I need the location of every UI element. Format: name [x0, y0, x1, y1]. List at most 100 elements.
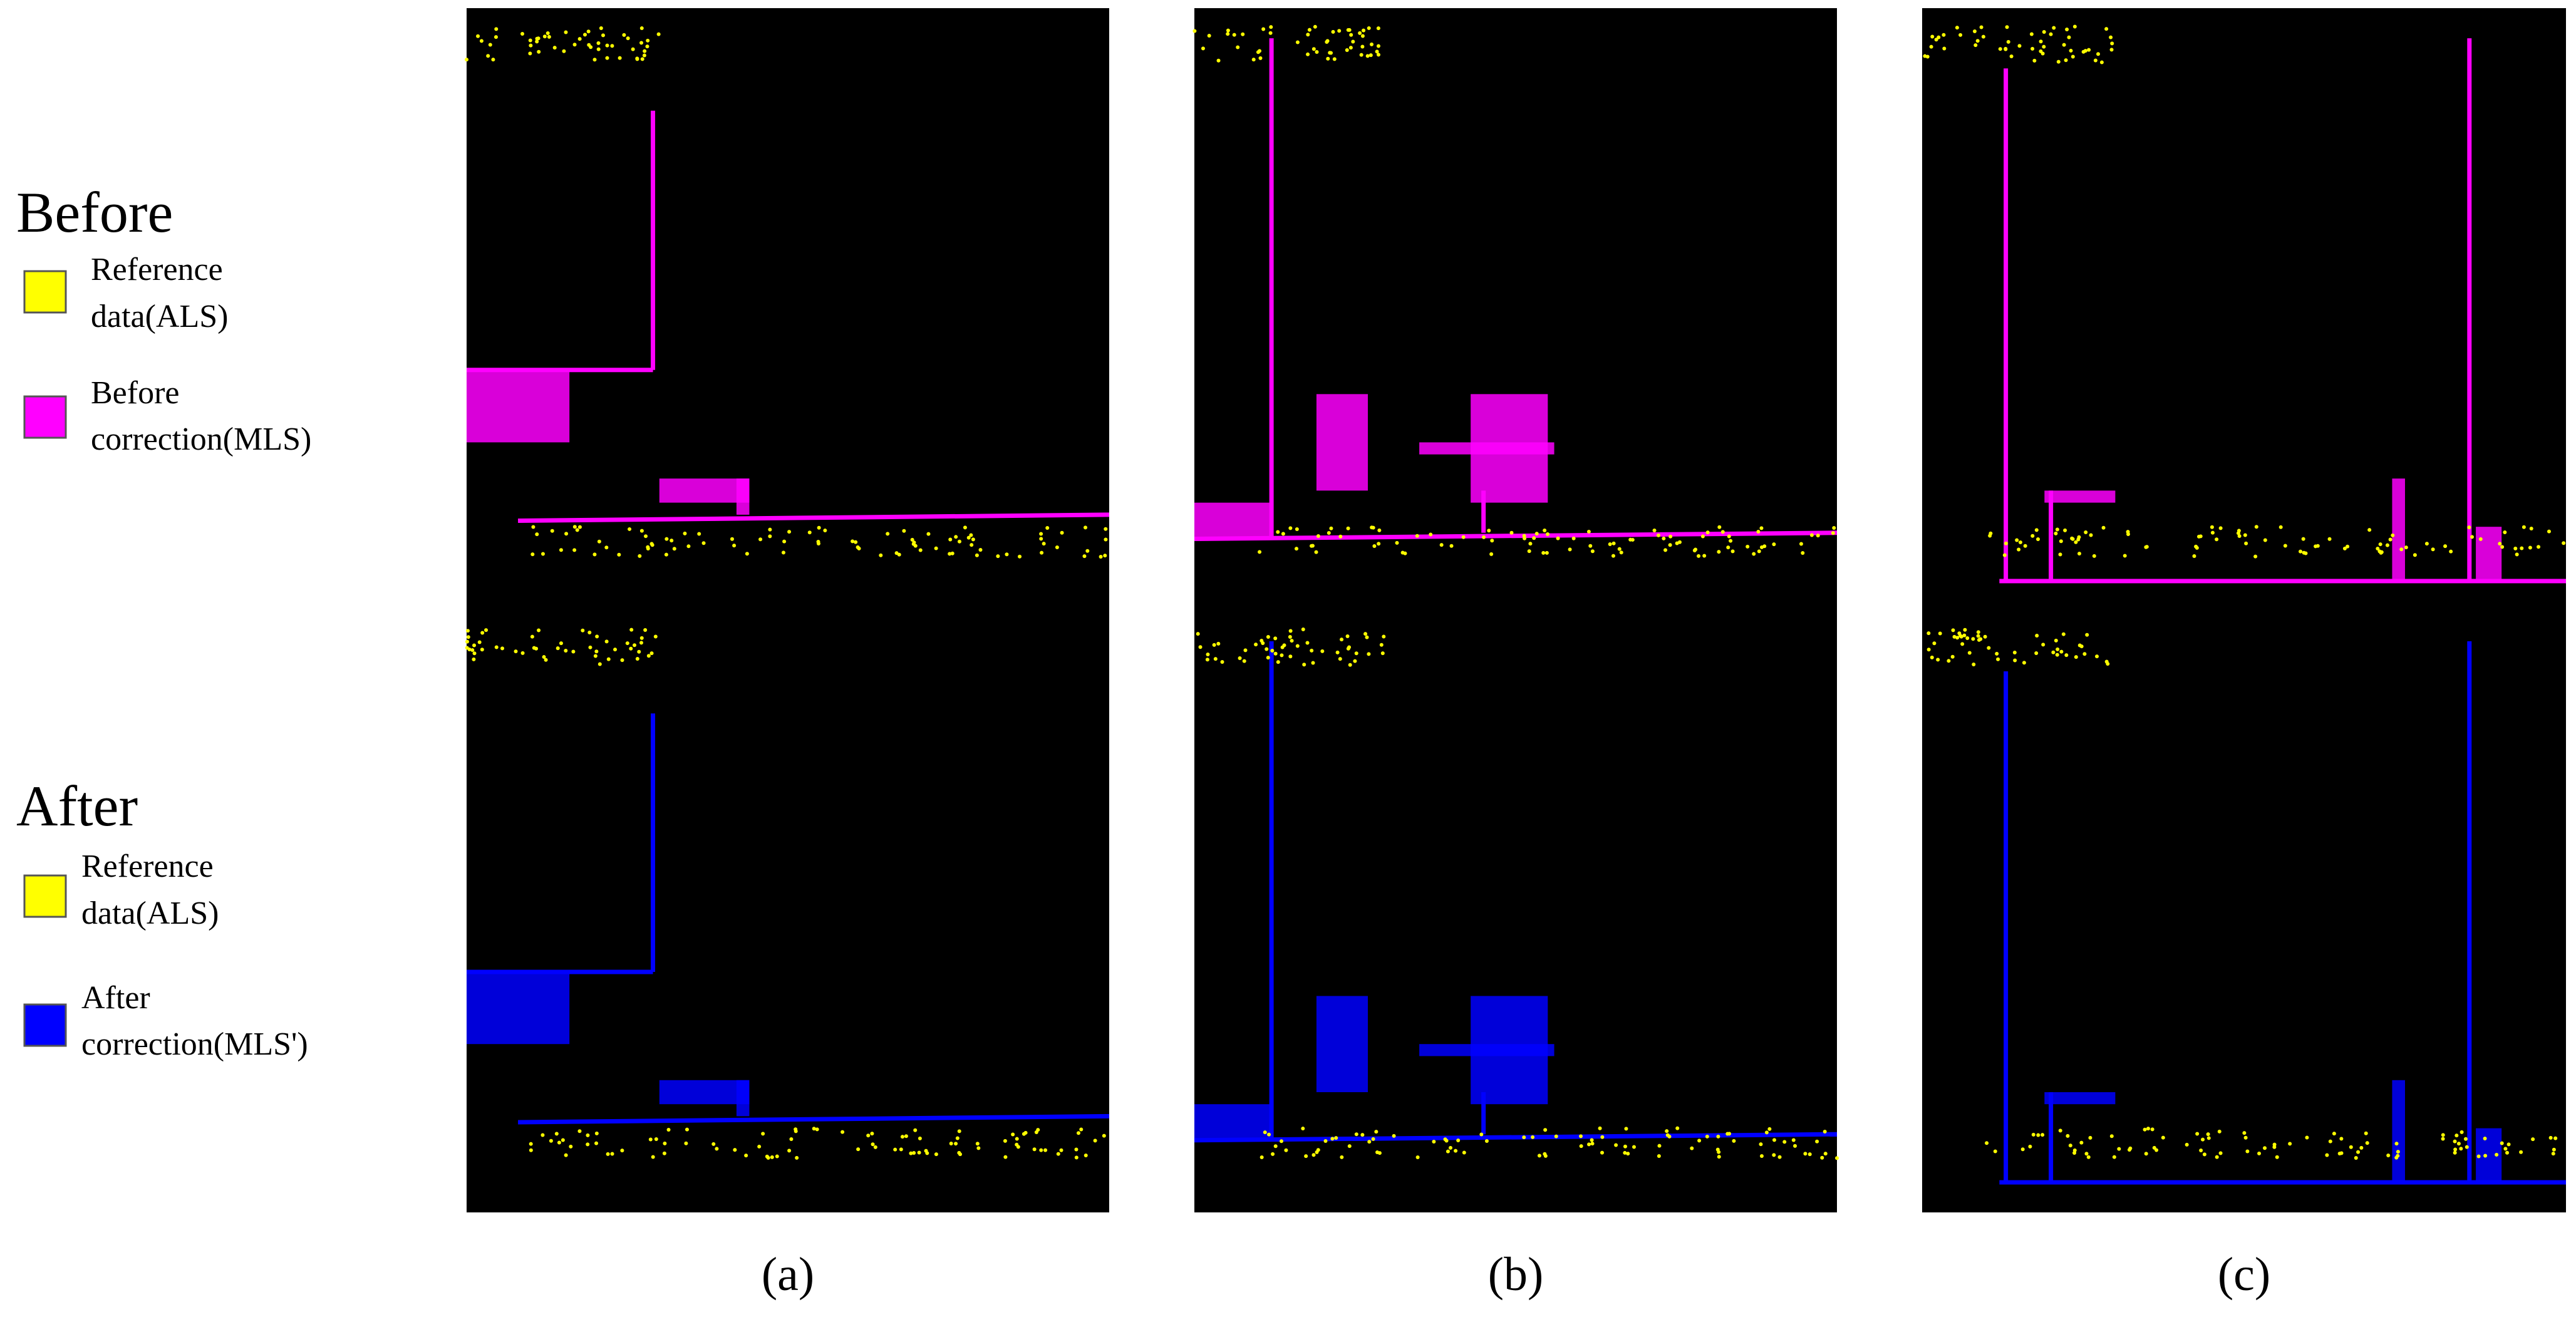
reference-point — [1590, 1138, 1594, 1142]
reference-point — [2254, 525, 2258, 529]
reference-point — [1981, 34, 1985, 39]
reference-point — [1367, 1140, 1372, 1144]
reference-point — [620, 1149, 624, 1153]
reference-point — [1809, 533, 1814, 537]
reference-point — [2034, 528, 2039, 532]
reference-point — [1032, 1147, 1037, 1152]
reference-point — [2467, 525, 2471, 530]
structure — [1419, 442, 1554, 455]
reference-point — [2498, 542, 2502, 546]
reference-point — [1705, 1134, 1709, 1139]
reference-point — [2551, 1152, 2555, 1156]
reference-point — [1334, 1136, 1338, 1140]
reference-point — [1261, 641, 1265, 645]
reference-point — [1311, 1153, 1316, 1157]
reference-point — [635, 656, 639, 661]
reference-point — [1034, 1130, 1038, 1134]
reference-point — [2386, 1153, 2391, 1157]
reference-point — [520, 651, 525, 655]
reference-point — [2088, 1135, 2092, 1140]
reference-point — [1590, 549, 1595, 554]
panel-label: (b) — [1488, 1248, 1544, 1301]
reference-point — [1043, 1148, 1048, 1152]
reference-point — [2029, 32, 2034, 36]
reference-point — [2041, 643, 2046, 647]
reference-point — [470, 648, 475, 653]
reference-point — [1263, 1130, 1267, 1135]
reference-point — [1541, 550, 1546, 555]
reference-point — [765, 1154, 769, 1159]
reference-point — [2079, 644, 2084, 649]
reference-point — [958, 1152, 963, 1157]
reference-point — [1328, 51, 1332, 55]
reference-point — [1697, 554, 1701, 558]
reference-point — [1261, 27, 1266, 31]
reference-point — [532, 646, 536, 650]
reference-point — [1313, 24, 1317, 29]
reference-point — [2109, 48, 2114, 52]
reference-point — [1282, 643, 1286, 648]
structure — [2044, 490, 2116, 503]
reference-point — [899, 1147, 903, 1152]
reference-point — [2104, 659, 2109, 664]
reference-point — [1692, 548, 1697, 552]
reference-point — [1831, 531, 1835, 535]
legend-title: After — [16, 774, 138, 838]
reference-point — [815, 1127, 819, 1132]
reference-point — [1077, 1131, 1081, 1135]
reference-point — [1579, 1134, 1583, 1139]
reference-point — [2302, 550, 2306, 555]
reference-point — [1808, 1152, 1812, 1157]
reference-point — [955, 1136, 960, 1140]
reference-point — [2217, 1129, 2222, 1134]
reference-point — [472, 643, 477, 648]
reference-point — [2023, 544, 2027, 548]
reference-point — [1243, 648, 1248, 653]
reference-point — [546, 31, 550, 36]
reference-point — [1015, 1142, 1019, 1147]
reference-point — [2506, 1142, 2511, 1147]
reference-point — [2242, 1131, 2247, 1135]
reference-point — [1192, 29, 1197, 33]
reference-point — [1702, 554, 1707, 558]
reference-point — [2031, 1132, 2035, 1137]
reference-point — [701, 541, 706, 545]
structure — [736, 1080, 750, 1117]
reference-point — [618, 56, 622, 60]
reference-point — [530, 552, 535, 557]
reference-point — [2041, 1133, 2045, 1137]
reference-point — [2081, 49, 2086, 54]
reference-point — [1598, 1126, 1602, 1130]
reference-point — [2054, 531, 2058, 535]
reference-point — [535, 36, 539, 41]
reference-point — [768, 527, 772, 532]
reference-point — [2126, 530, 2130, 534]
reference-point — [2500, 1141, 2504, 1145]
reference-point — [587, 43, 591, 47]
reference-point — [1700, 534, 1705, 539]
reference-point — [1930, 34, 1935, 39]
reference-point — [1663, 548, 1668, 552]
reference-point — [1756, 530, 1761, 534]
reference-point — [1196, 632, 1200, 636]
reference-point — [605, 43, 609, 48]
reference-point — [552, 46, 557, 50]
reference-point — [1600, 1135, 1605, 1139]
reference-point — [1304, 1154, 1308, 1159]
reference-point — [1093, 1139, 1097, 1143]
reference-point — [2058, 552, 2062, 557]
reference-point — [1415, 1155, 1420, 1160]
reference-point — [1055, 545, 1059, 549]
reference-point — [1820, 1155, 1824, 1160]
reference-point — [2470, 535, 2475, 539]
reference-point — [2253, 554, 2258, 559]
reference-point — [480, 648, 484, 652]
reference-point — [1074, 1147, 1079, 1152]
reference-point — [910, 537, 914, 542]
reference-point — [629, 646, 633, 651]
reference-point — [2054, 638, 2058, 643]
reference-point — [2367, 528, 2372, 532]
reference-point — [654, 1137, 658, 1142]
reference-point — [1757, 549, 1761, 554]
reference-point — [1358, 31, 1362, 35]
